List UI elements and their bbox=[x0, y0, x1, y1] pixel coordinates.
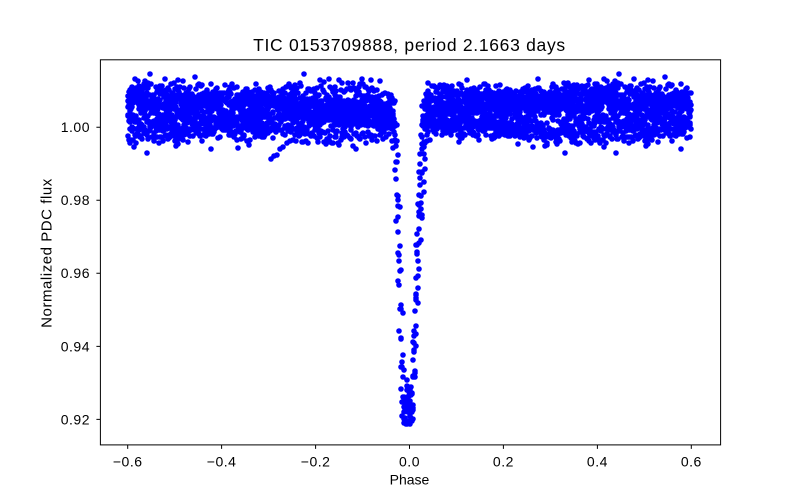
svg-text:1.00: 1.00 bbox=[61, 119, 90, 135]
svg-text:0.98: 0.98 bbox=[61, 192, 90, 208]
svg-text:0.0: 0.0 bbox=[399, 454, 420, 470]
svg-text:0.96: 0.96 bbox=[61, 265, 90, 281]
svg-text:0.6: 0.6 bbox=[681, 454, 702, 470]
svg-text:TIC 0153709888, period 2.1663: TIC 0153709888, period 2.1663 days bbox=[253, 35, 566, 55]
svg-text:0.92: 0.92 bbox=[61, 411, 90, 427]
svg-text:Normalized PDC flux: Normalized PDC flux bbox=[38, 178, 55, 328]
svg-text:0.2: 0.2 bbox=[493, 454, 514, 470]
svg-text:Phase: Phase bbox=[390, 472, 430, 488]
svg-text:−0.4: −0.4 bbox=[207, 454, 237, 470]
svg-text:−0.6: −0.6 bbox=[113, 454, 143, 470]
svg-text:0.94: 0.94 bbox=[61, 338, 90, 354]
svg-text:−0.2: −0.2 bbox=[301, 454, 331, 470]
svg-text:0.4: 0.4 bbox=[587, 454, 608, 470]
